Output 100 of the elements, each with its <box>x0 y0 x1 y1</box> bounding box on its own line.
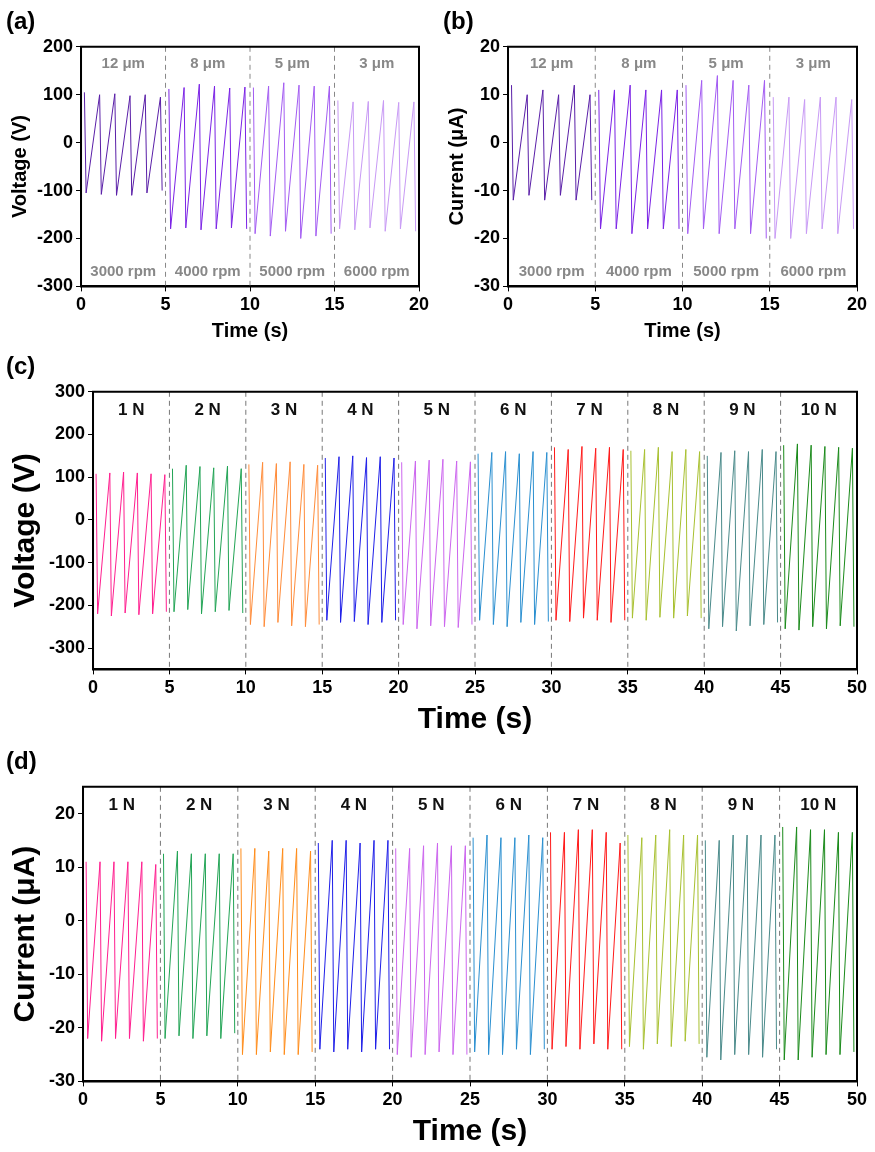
x-tick-label: 10 <box>227 1089 248 1110</box>
annotation: 3000 rpm <box>518 261 585 279</box>
x-tick-label: 15 <box>305 1089 326 1110</box>
annotation: 9 N <box>729 400 756 420</box>
y-tick-label: 300 <box>54 380 86 401</box>
annotation: 5 N <box>423 400 451 420</box>
x-axis-title: Time (s) <box>417 701 533 735</box>
x-tick-label: 20 <box>408 294 430 315</box>
annotation: 3 μm <box>795 53 831 71</box>
y-tick-label: 20 <box>479 35 501 56</box>
annotation: 3 N <box>270 400 298 420</box>
y-tick-label: -30 <box>49 1070 76 1091</box>
x-tick-label: 50 <box>846 677 868 698</box>
annotation: 5 μm <box>708 53 744 71</box>
y-tick-label: 0 <box>63 131 74 152</box>
y-tick-label: 100 <box>54 466 86 487</box>
x-tick-label: 30 <box>541 677 562 698</box>
y-tick-label: 200 <box>42 35 74 56</box>
y-tick-label: -30 <box>474 275 501 296</box>
chart-title: (a) <box>6 7 36 35</box>
annotation: 6000 rpm <box>343 261 410 279</box>
x-tick-label: 35 <box>617 677 638 698</box>
annotation: 5 N <box>418 795 445 815</box>
x-tick-label: 20 <box>846 294 868 315</box>
y-tick-label: -10 <box>474 179 501 200</box>
annotation: 5 μm <box>274 53 310 71</box>
x-tick-label: 5 <box>160 294 171 315</box>
annotation: 2 N <box>185 795 213 815</box>
annotation: 5000 rpm <box>693 261 760 279</box>
x-tick-label: 5 <box>155 1089 166 1110</box>
y-axis-title: Voltage (V) <box>7 453 41 608</box>
x-tick-label: 25 <box>465 677 486 698</box>
x-tick-label: 5 <box>164 677 175 698</box>
y-axis-title: Current (μA) <box>7 845 41 1023</box>
chart-title: (c) <box>6 352 36 380</box>
annotation: 6000 rpm <box>780 261 847 279</box>
y-tick-label: 0 <box>490 131 501 152</box>
x-axis-title: Time (s) <box>211 318 289 341</box>
y-tick-label: 100 <box>42 83 74 104</box>
x-tick-label: 10 <box>240 294 261 315</box>
y-tick-label: -100 <box>37 179 74 200</box>
annotation: 8 μm <box>621 53 657 71</box>
annotation: 1 N <box>117 400 145 420</box>
x-axis-title: Time (s) <box>644 318 721 341</box>
x-tick-label: 10 <box>672 294 693 315</box>
annotation: 7 N <box>576 400 603 420</box>
x-axis-title: Time (s) <box>412 1113 528 1147</box>
x-tick-label: 35 <box>614 1089 635 1110</box>
annotation: 4000 rpm <box>605 261 672 279</box>
annotation: 3 N <box>263 795 290 815</box>
annotation: 12 μm <box>101 53 145 71</box>
y-tick-label: -10 <box>49 963 76 984</box>
x-tick-label: 40 <box>694 677 715 698</box>
annotation: 6 N <box>495 795 522 815</box>
y-tick-label: 0 <box>65 909 76 930</box>
y-tick-label: -300 <box>37 275 74 296</box>
y-tick-label: -100 <box>49 551 86 572</box>
x-tick-label: 15 <box>759 294 780 315</box>
annotation: 4 N <box>347 400 374 420</box>
x-tick-label: 45 <box>770 677 791 698</box>
annotation: 8 μm <box>190 53 226 71</box>
x-tick-label: 30 <box>537 1089 558 1110</box>
y-axis-title: Current (μA) <box>444 107 467 226</box>
x-tick-label: 15 <box>312 677 333 698</box>
annotation: 3 μm <box>359 53 395 71</box>
x-tick-label: 20 <box>382 1089 403 1110</box>
y-tick-label: 10 <box>479 83 501 104</box>
x-tick-label: 40 <box>692 1089 713 1110</box>
x-tick-label: 5 <box>590 294 601 315</box>
x-tick-label: 0 <box>88 677 99 698</box>
y-tick-label: 200 <box>54 423 86 444</box>
x-tick-label: 10 <box>235 677 256 698</box>
y-tick-label: -300 <box>49 637 86 658</box>
annotation: 8 N <box>652 400 680 420</box>
annotation: 10 N <box>800 795 837 815</box>
y-tick-label: -200 <box>37 227 74 248</box>
chart-title: (b) <box>443 7 474 35</box>
annotation: 3000 rpm <box>90 261 157 279</box>
y-tick-label: -20 <box>49 1016 76 1037</box>
annotation: 4000 rpm <box>174 261 241 279</box>
annotation: 4 N <box>340 795 368 815</box>
annotation: 7 N <box>572 795 600 815</box>
annotation: 12 μm <box>529 53 574 71</box>
y-axis-title: Voltage (V) <box>7 115 30 219</box>
chart-title: (d) <box>6 747 37 775</box>
annotation: 8 N <box>650 795 677 815</box>
x-tick-label: 0 <box>503 294 514 315</box>
y-tick-label: -200 <box>49 594 86 615</box>
y-tick-label: 0 <box>75 508 86 529</box>
x-tick-label: 25 <box>459 1089 481 1110</box>
annotation: 9 N <box>727 795 755 815</box>
annotation: 2 N <box>194 400 221 420</box>
annotation: 5000 rpm <box>259 261 326 279</box>
annotation: 10 N <box>800 400 837 420</box>
x-tick-label: 15 <box>324 294 345 315</box>
y-tick-label: 20 <box>54 802 76 823</box>
x-tick-label: 20 <box>388 677 409 698</box>
y-tick-label: -20 <box>474 227 501 248</box>
x-tick-label: 45 <box>769 1089 790 1110</box>
annotation: 1 N <box>108 795 135 815</box>
